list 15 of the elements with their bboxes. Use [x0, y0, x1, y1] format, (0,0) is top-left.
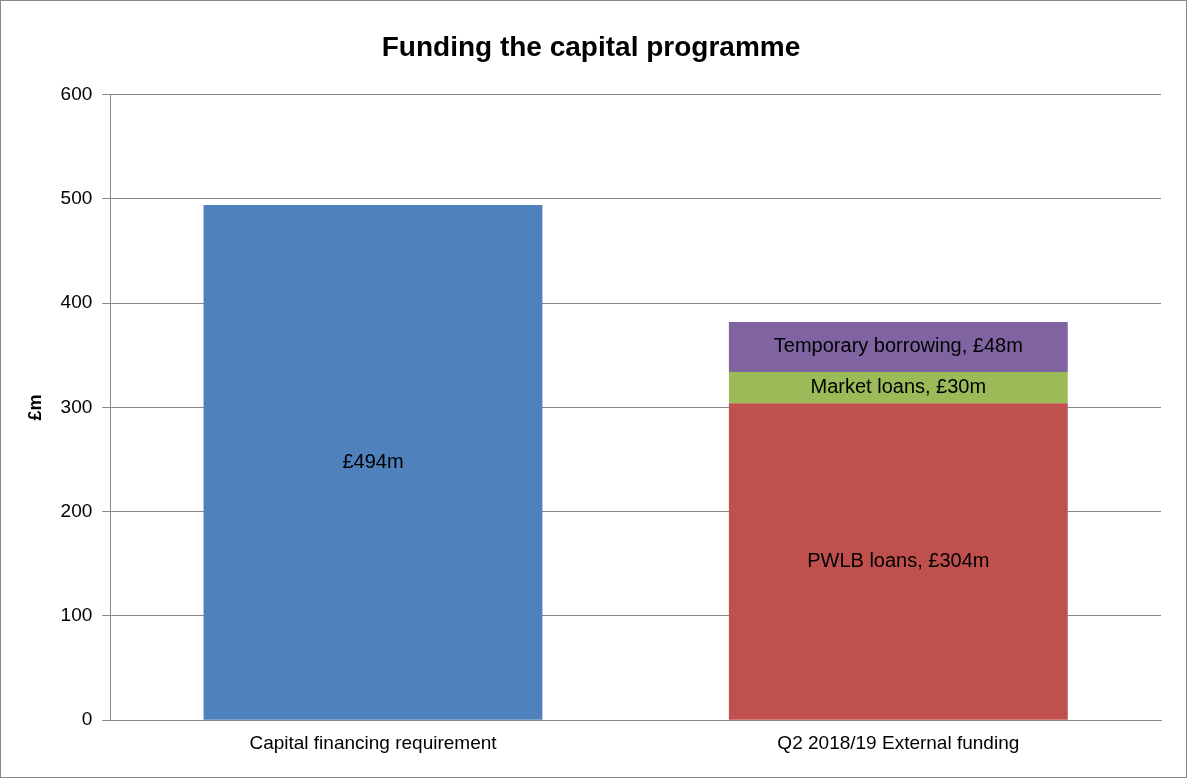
y-axis-title: £m [24, 394, 45, 421]
x-tick-label: Capital financing requirement [249, 731, 498, 753]
data-label: Market loans, £30m [810, 375, 987, 398]
chart-title: Funding the capital programme [381, 30, 801, 62]
x-tick-label: Q2 2018/19 External funding [777, 731, 1020, 753]
y-tick-label: 500 [60, 187, 93, 209]
y-tick-label: 200 [60, 499, 93, 521]
y-tick-label: 600 [60, 82, 93, 104]
data-label: £494m [342, 449, 404, 472]
data-label: PWLB loans, £304m [807, 548, 990, 571]
y-tick-label: 300 [60, 395, 93, 417]
y-tick-label: 100 [60, 604, 93, 626]
data-label: Temporary borrowing, £48m [773, 334, 1023, 357]
y-tick-label: 400 [60, 291, 93, 313]
y-tick-label: 0 [81, 708, 93, 730]
